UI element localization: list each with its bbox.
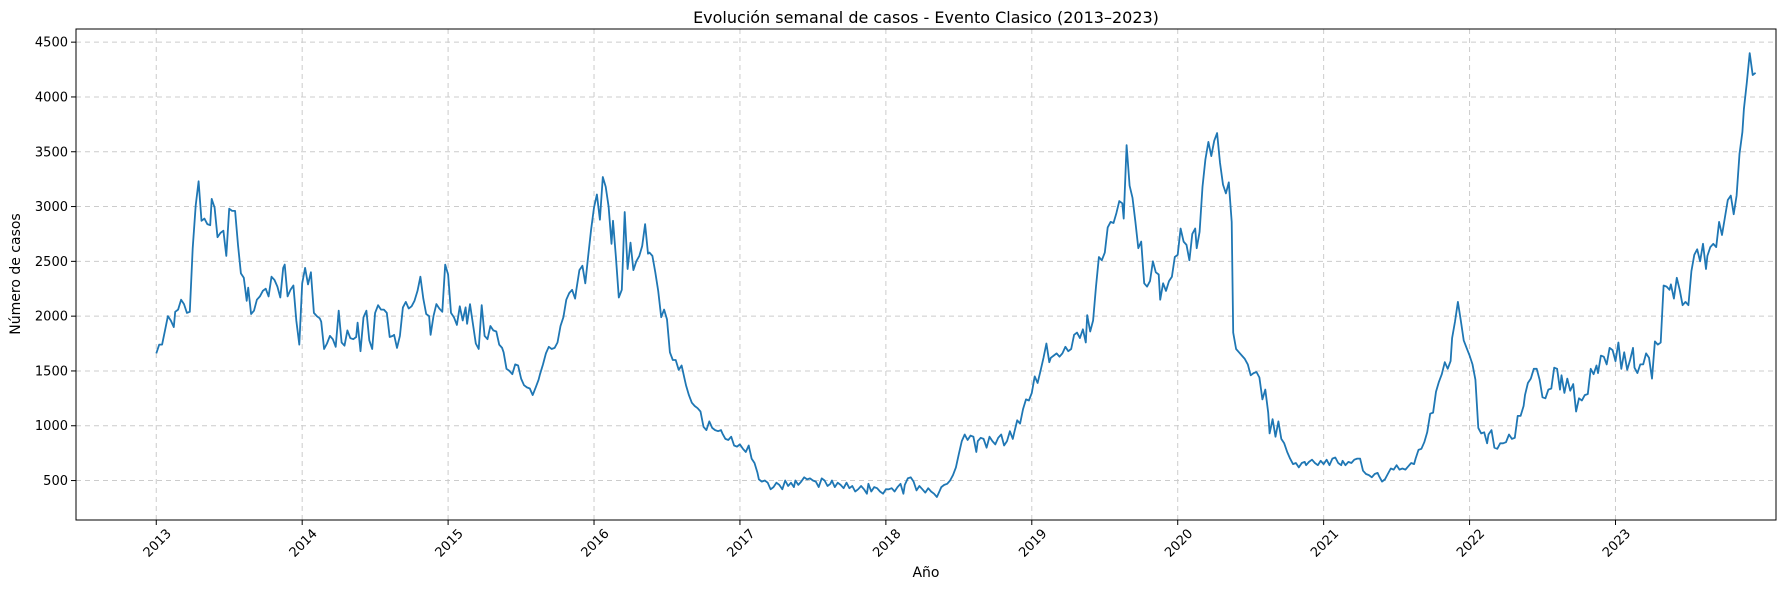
- y-tick-label: 3000: [35, 200, 68, 215]
- y-axis: 500 1000 1500 2000 2500 3000 3500 4000 4500: [35, 36, 76, 489]
- plot-area-frame: [75, 28, 1777, 521]
- y-tick-label: 2500: [35, 255, 68, 270]
- y-axis-label: Número de casos: [8, 213, 24, 334]
- grid: [76, 29, 1776, 520]
- series-line: [155, 52, 1757, 498]
- chart-title: Evolución semanal de casos - Evento Clas…: [693, 8, 1159, 27]
- y-tick-label: 4500: [35, 36, 68, 51]
- x-axis-label: Año: [912, 565, 939, 581]
- y-tick-label: 2000: [35, 310, 68, 325]
- y-tick-label: 1500: [35, 364, 68, 379]
- y-tick-label: 1000: [35, 419, 68, 434]
- y-tick-label: 3500: [35, 145, 68, 160]
- y-tick-label: 4000: [35, 90, 68, 105]
- series-line-group: [155, 52, 1757, 498]
- y-tick-label: 500: [43, 474, 68, 489]
